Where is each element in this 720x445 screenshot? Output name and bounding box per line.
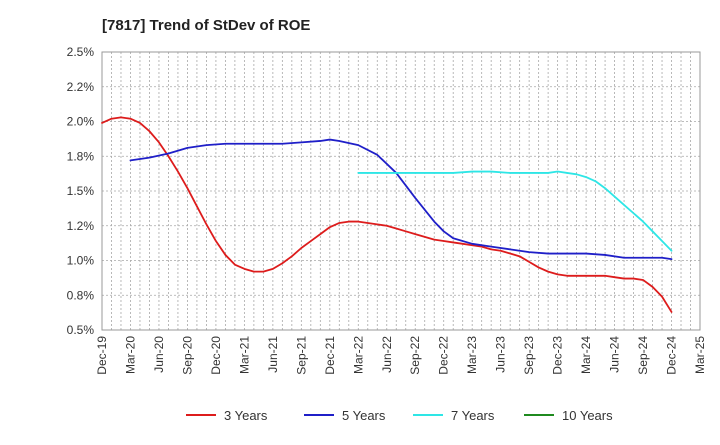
y-tick-label: 1.5% xyxy=(67,184,95,198)
x-tick-label: Dec-20 xyxy=(209,336,223,375)
legend-label-10-years: 10 Years xyxy=(562,408,613,423)
x-tick-label: Dec-22 xyxy=(437,336,451,375)
x-tick-label: Mar-25 xyxy=(693,336,707,374)
x-tick-label: Dec-21 xyxy=(323,336,337,375)
x-tick-label: Jun-24 xyxy=(608,336,622,373)
y-tick-label: 0.8% xyxy=(67,288,95,302)
y-tick-label: 0.5% xyxy=(67,323,95,337)
x-tick-label: Sep-23 xyxy=(522,336,536,375)
x-tick-label: Mar-24 xyxy=(579,336,593,374)
y-axis: 0.5% 0.8% 1.0% 1.2% 1.5% 1.8% 2.0% 2.2% 2.5% xyxy=(67,45,95,337)
x-tick-label: Sep-24 xyxy=(636,336,650,375)
y-tick-label: 2.2% xyxy=(67,80,95,94)
grid xyxy=(101,51,701,331)
x-tick-label: Mar-22 xyxy=(351,336,365,374)
x-tick-label: Jun-20 xyxy=(152,336,166,373)
y-tick-label: 2.5% xyxy=(67,45,95,59)
x-tick-label: Dec-24 xyxy=(665,336,679,375)
y-tick-label: 1.8% xyxy=(67,149,95,163)
x-tick-label: Mar-20 xyxy=(123,336,137,374)
x-tick-label: Jun-23 xyxy=(494,336,508,373)
x-tick-label: Sep-22 xyxy=(408,336,422,375)
y-tick-label: 1.0% xyxy=(67,254,95,268)
x-tick-label: Sep-20 xyxy=(180,336,194,375)
plot-area-border xyxy=(101,51,701,331)
chart-title: [7817] Trend of StDev of ROE xyxy=(102,17,310,34)
x-tick-label: Jun-21 xyxy=(266,336,280,373)
x-tick-label: Dec-19 xyxy=(95,336,109,375)
series-line-3-years xyxy=(101,116,673,313)
y-tick-label: 2.0% xyxy=(67,115,95,129)
x-tick-label: Jun-22 xyxy=(380,336,394,373)
legend-label-3-years: 3 Years xyxy=(224,408,268,423)
x-tick-label: Mar-23 xyxy=(465,336,479,374)
x-tick-label: Dec-23 xyxy=(551,336,565,375)
x-tick-label: Sep-21 xyxy=(294,336,308,375)
series-line-5-years xyxy=(129,138,673,261)
series-lines xyxy=(101,116,673,313)
legend-label-7-years: 7 Years xyxy=(451,408,495,423)
x-axis: Dec-19 Mar-20 Jun-20 Sep-20 Dec-20 Mar-21 Jun-… xyxy=(95,336,707,375)
y-tick-label: 1.2% xyxy=(67,219,95,233)
series-line-7-years xyxy=(357,170,673,252)
legend: 3 Years 5 Years 7 Years 10 Years xyxy=(186,408,613,423)
x-tick-label: Mar-21 xyxy=(237,336,251,374)
legend-label-5-years: 5 Years xyxy=(342,408,386,423)
